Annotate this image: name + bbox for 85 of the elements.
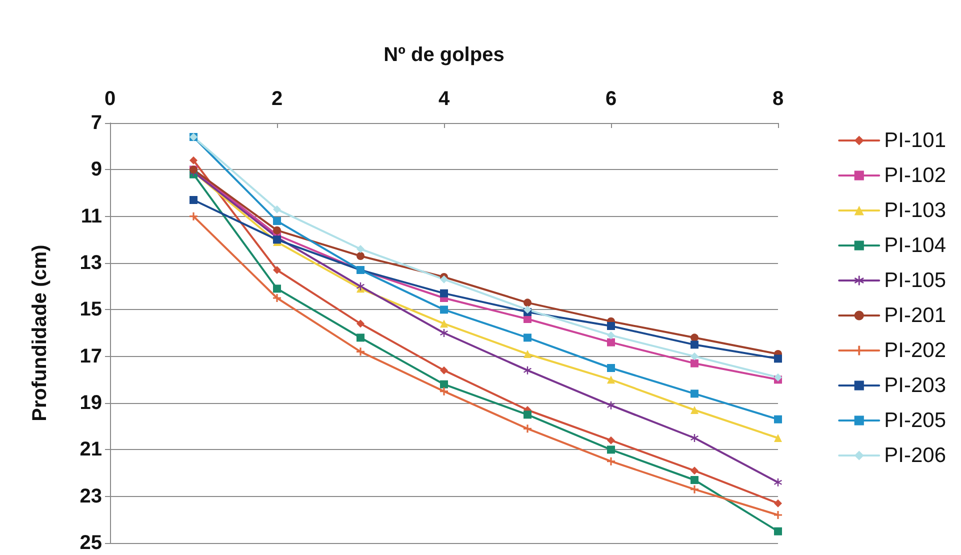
point: [356, 245, 364, 253]
x-tick-label: 2: [271, 88, 283, 110]
x-tick-label: 4: [438, 88, 450, 110]
y-tick-label: 17: [80, 345, 102, 368]
point: [607, 364, 615, 372]
point: [524, 334, 532, 342]
point: [774, 478, 782, 486]
point: [273, 217, 281, 225]
point: [690, 466, 698, 475]
y-tick-label: 11: [80, 205, 102, 228]
point: [273, 226, 281, 234]
point: [774, 527, 782, 536]
point: [524, 306, 532, 314]
point: [190, 212, 198, 220]
point: [607, 322, 615, 330]
point: [774, 354, 782, 363]
point: [524, 424, 532, 433]
point: [440, 387, 448, 396]
point: [524, 410, 532, 419]
point: [273, 284, 281, 293]
legend-label: PI-202: [884, 339, 946, 362]
y-tick-label: 25: [80, 532, 102, 554]
point: [690, 359, 698, 368]
y-tick-label: 9: [90, 158, 102, 181]
y-tick-label: 21: [80, 438, 102, 461]
point: [607, 338, 615, 346]
point: [774, 415, 782, 424]
point: [440, 320, 448, 328]
point: [524, 366, 532, 374]
x-axis-title: Nº de golpes: [384, 44, 504, 66]
point: [607, 436, 615, 444]
point: [440, 380, 448, 388]
point: [440, 275, 448, 284]
point: [440, 306, 448, 314]
legend-label: PI-206: [884, 444, 946, 467]
legend-label: PI-103: [884, 199, 946, 222]
point: [690, 476, 698, 484]
point: [356, 252, 364, 260]
point: [356, 320, 364, 328]
point: [190, 156, 198, 164]
point: [273, 266, 281, 274]
point: [440, 366, 448, 374]
point: [607, 446, 615, 454]
point: [524, 350, 532, 358]
point: [607, 376, 615, 384]
point: [356, 282, 364, 290]
y-tick-label: 13: [80, 252, 102, 274]
point: [607, 457, 615, 466]
point: [273, 294, 281, 302]
point: [690, 406, 698, 414]
point: [607, 331, 615, 340]
point: [524, 298, 532, 307]
legend-label: PI-104: [884, 234, 946, 257]
point: [690, 340, 698, 349]
point: [356, 348, 364, 356]
point: [440, 289, 448, 298]
point: [690, 390, 698, 398]
legend-label: PI-101: [884, 129, 946, 152]
x-tick-label: 0: [104, 88, 116, 110]
point: [690, 485, 698, 494]
point: [774, 373, 782, 382]
point: [440, 329, 448, 337]
y-tick-label: 19: [80, 392, 102, 414]
y-tick-label: 7: [90, 112, 102, 134]
point: [607, 401, 615, 410]
y-tick-label: 23: [80, 485, 102, 508]
x-tick-label: 6: [605, 88, 617, 110]
legend-label: PI-105: [884, 269, 946, 292]
legend-label: PI-201: [884, 304, 946, 327]
point: [774, 511, 782, 519]
point: [690, 334, 698, 342]
x-tick-label: 8: [772, 88, 784, 110]
point: [356, 334, 364, 342]
point: [273, 205, 281, 214]
legend-label: PI-203: [884, 374, 946, 397]
legend-label: PI-205: [884, 409, 946, 432]
y-tick-label: 15: [80, 298, 102, 321]
point: [190, 196, 198, 204]
point: [273, 236, 281, 244]
point: [774, 434, 782, 442]
point: [690, 352, 698, 360]
point: [690, 434, 698, 442]
legend-label: PI-102: [884, 164, 946, 187]
point: [774, 499, 782, 508]
y-axis-title: Profundidade (cm): [29, 244, 51, 422]
